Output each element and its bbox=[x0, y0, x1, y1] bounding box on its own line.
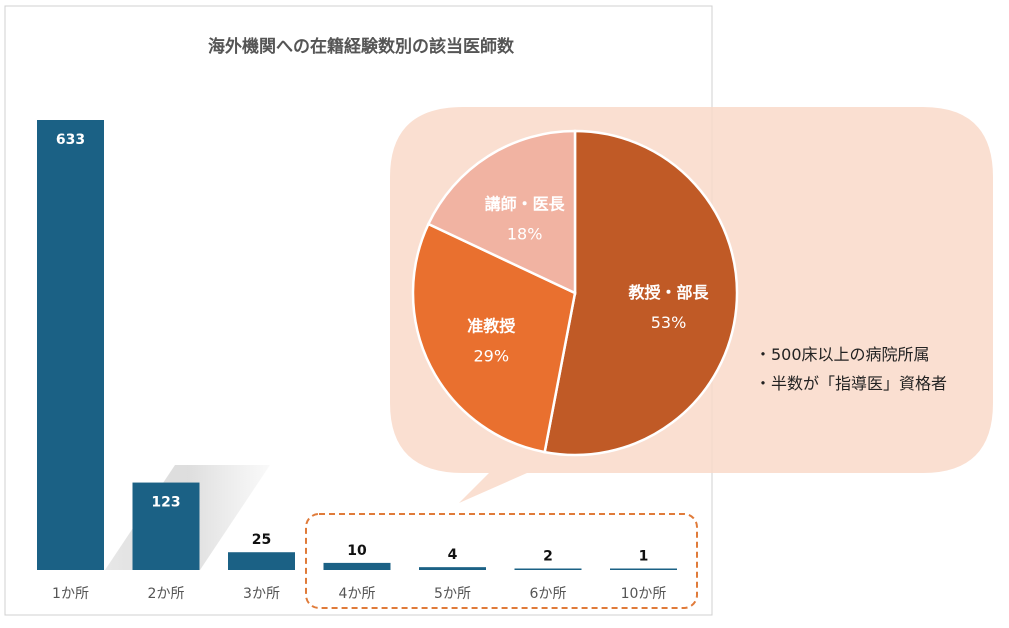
note-line-1: ・500床以上の病院所属 bbox=[755, 345, 930, 364]
pie-slice-1 bbox=[411, 222, 577, 454]
bar-0 bbox=[37, 120, 104, 570]
bar-value-label-5: 2 bbox=[543, 549, 553, 565]
pie-pct-label-2: 18% bbox=[507, 225, 543, 244]
pie-chart bbox=[411, 129, 739, 457]
bar-value-labels: 633 123 25 10 4 2 1 bbox=[56, 132, 648, 565]
note-line-2: ・半数が「指導医」資格者 bbox=[755, 374, 947, 393]
bar-3 bbox=[323, 562, 391, 570]
category-label-5: 6か所 bbox=[530, 586, 567, 602]
bar-value-label-0: 633 bbox=[56, 132, 85, 148]
bar-value-label-4: 4 bbox=[448, 547, 458, 563]
pie-label-0: 教授・部長 bbox=[629, 283, 710, 302]
bar-4 bbox=[419, 567, 486, 570]
bar-6 bbox=[610, 568, 677, 570]
category-label-6: 10か所 bbox=[621, 586, 667, 602]
category-label-2: 3か所 bbox=[243, 586, 280, 602]
highlight-box bbox=[305, 513, 698, 609]
pie-labels: 教授・部長 53% 准教授 29% 講師・医長 18% bbox=[467, 195, 709, 366]
bar-value-label-6: 1 bbox=[639, 549, 649, 565]
pie-pct-label-1: 29% bbox=[473, 347, 509, 366]
chart-title: 海外機関への在籍経験数別の該当医師数 bbox=[208, 36, 515, 57]
bar-value-label-2: 25 bbox=[252, 532, 271, 548]
pie-slice-0 bbox=[543, 129, 739, 457]
pie-label-1: 准教授 bbox=[467, 317, 516, 336]
bars bbox=[37, 120, 677, 570]
pie-callout: 教授・部長 53% 准教授 29% 講師・医長 18% ・500床以上の病院所属 ・半数が… bbox=[390, 107, 993, 503]
bar-value-label-1: 123 bbox=[151, 495, 180, 511]
category-axis-labels: 1か所 2か所 3か所 4か所 5か所 6か所 10か所 bbox=[52, 586, 666, 602]
category-label-0: 1か所 bbox=[52, 586, 89, 602]
pie-label-2: 講師・医長 bbox=[485, 195, 566, 214]
category-label-3: 4か所 bbox=[339, 586, 376, 602]
pie-slice-2 bbox=[426, 129, 577, 295]
bar-1 bbox=[132, 482, 200, 570]
bar-2 bbox=[228, 552, 295, 570]
category-label-1: 2か所 bbox=[148, 586, 185, 602]
bar-5 bbox=[514, 568, 582, 570]
pie-pct-label-0: 53% bbox=[651, 313, 687, 332]
bar-value-label-3: 10 bbox=[347, 543, 367, 559]
category-label-4: 5か所 bbox=[434, 586, 471, 602]
